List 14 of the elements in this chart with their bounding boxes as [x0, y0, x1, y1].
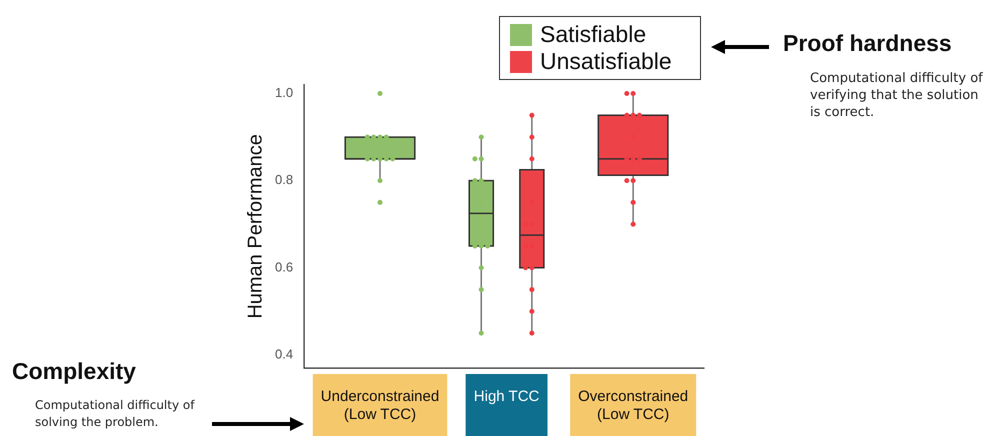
y-axis-title: Human Performance — [244, 134, 267, 319]
legend-label: Unsatisfiable — [540, 48, 672, 75]
y-tick-label: 0.8 — [274, 172, 294, 188]
x-tick-label: Underconstrained (Low TCC) — [320, 388, 440, 424]
text: Proof hardness — [783, 30, 952, 57]
y-tick-label: 1.0 — [274, 85, 294, 100]
y-tick-label: 0.6 — [274, 259, 294, 274]
x-tick-label: Overconstrained (Low TCC) — [578, 388, 688, 424]
text: Complexity — [12, 358, 136, 385]
x-tick-label: High TCC — [474, 388, 540, 406]
legend-label: Satisfiable — [540, 21, 646, 48]
text: Computational difficulty of solving the problem. — [35, 397, 196, 431]
text: Computational difficulty of verifying that the solution is correct. — [810, 70, 984, 121]
y-tick-label: 0.4 — [274, 346, 294, 362]
